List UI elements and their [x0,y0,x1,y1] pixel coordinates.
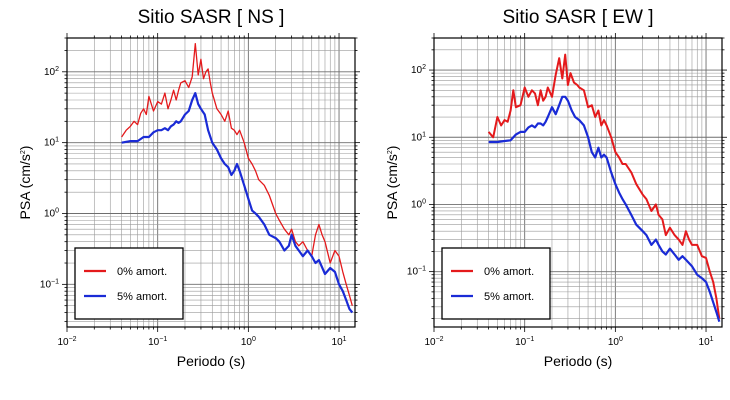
y-tick-label: 100 [44,207,59,219]
series-line-undamped [487,53,721,319]
chart-panel-1: Sitio SASR [ NS ]10−2 10−1 100 10110−110010… [17,7,360,369]
ticks: 10−2 10−1 100 101 10−1 100 101 102 [407,33,727,348]
x-tick-label: 10−2 [424,336,443,348]
y-axis-label: PSA (cm/s2) [17,146,33,220]
legend-box [441,247,551,320]
legend-label: 0% amort. [484,266,534,278]
legend-label: 5% amort. [117,291,167,303]
y-tick-label: 10−1 [40,278,59,290]
legend-label: 0% amort. [117,266,167,278]
series-group [121,42,354,314]
x-tick-label: 10−1 [148,336,167,348]
x-tick-label: 100 [608,336,623,348]
x-tick-label: 10−2 [57,336,76,348]
chart-panel-2: Sitio SASR [ EW ]10−2 10−1 100 10110−110010… [384,7,727,369]
plot-frame [66,37,356,328]
series-line-damped [121,92,354,314]
y-tick-label: 102 [411,64,426,76]
y-tick-label: 101 [44,137,59,149]
chart-title: Sitio SASR [ NS ] [138,7,285,28]
plot-frame [433,37,723,328]
legend: 0% amort. 5% amort. [441,247,551,320]
x-axis-label: Periodo (s) [177,353,245,369]
x-tick-label: 100 [241,336,256,348]
y-axis-label: PSA (cm/s2) [384,146,400,220]
chart-title: Sitio SASR [ EW ] [503,7,654,28]
x-tick-label: 10−1 [515,336,534,348]
y-tick-label: 102 [44,66,59,78]
series-group [487,53,721,323]
legend: 0% amort. 5% amort. [74,247,184,320]
ticks: 10−2 10−1 100 101 10−1 100 101 102 [40,33,360,348]
y-tick-label: 10−1 [407,266,426,278]
legend-box [74,247,184,320]
series-line-damped [488,95,721,323]
y-tick-label: 100 [411,198,426,210]
series-line-undamped [121,42,353,306]
x-tick-label: 101 [699,336,714,348]
y-tick-label: 101 [411,131,426,143]
x-axis-label: Periodo (s) [544,353,612,369]
legend-label: 5% amort. [484,291,534,303]
x-tick-label: 101 [332,336,347,348]
